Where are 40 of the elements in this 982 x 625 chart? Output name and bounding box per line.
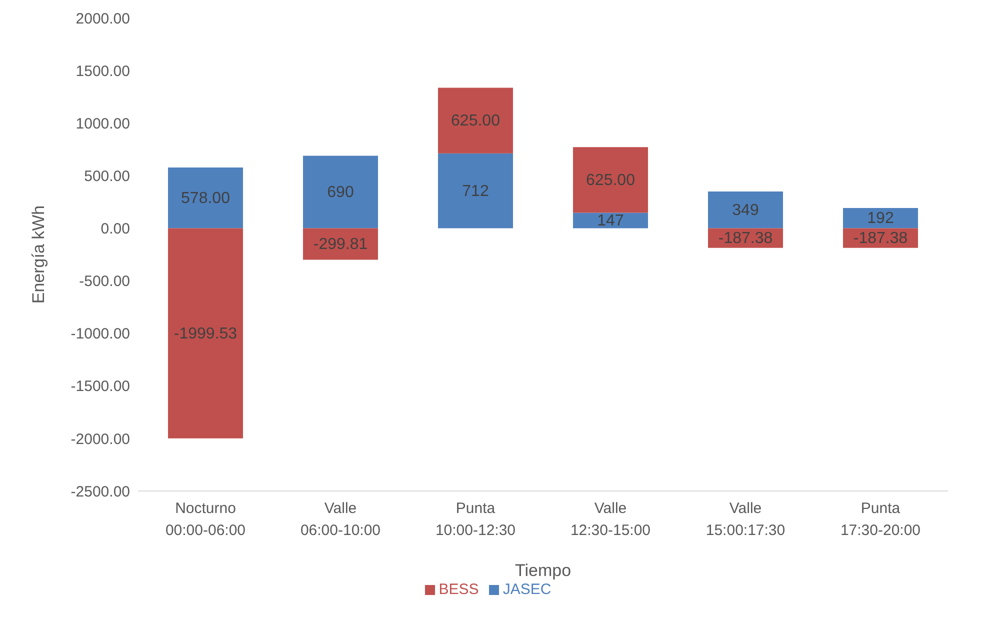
x-tick-label: Valle 15:00:17:30 <box>706 500 786 539</box>
bar <box>438 88 513 154</box>
data-label: 192 <box>867 210 894 228</box>
data-label: 349 <box>732 202 759 219</box>
bar <box>168 167 243 228</box>
y-tick-label: -1000.00 <box>70 326 130 343</box>
y-tick-label: 2000.00 <box>76 10 130 28</box>
y-tick-label: -500.00 <box>79 273 130 290</box>
data-label: 712 <box>462 182 489 200</box>
x-tick-label: Nocturno 00:00-06:00 <box>165 500 246 539</box>
legend-label: JASEC <box>502 581 552 598</box>
data-label: 578.00 <box>181 190 230 207</box>
data-label: 625.00 <box>451 112 500 130</box>
legend-label: BESS <box>438 581 479 598</box>
y-tick-label: -2500.00 <box>70 483 130 500</box>
x-tick-label: Punta 17:30-20:00 <box>840 500 921 539</box>
data-label: 147 <box>597 212 624 230</box>
bar <box>573 147 648 213</box>
data-label: -187.38 <box>718 230 773 248</box>
bar <box>438 153 513 228</box>
bar <box>708 192 783 228</box>
bar <box>168 228 243 438</box>
data-label: 690 <box>327 184 354 201</box>
data-label: -299.81 <box>313 236 368 253</box>
data-label: -1999.53 <box>174 325 238 342</box>
y-tick-label: -1500.00 <box>70 378 130 396</box>
y-axis-title: Energía kWh <box>29 205 48 304</box>
y-tick-label: -2000.00 <box>70 430 130 448</box>
data-label: 625.00 <box>586 172 636 189</box>
y-tick-label: 1000.00 <box>76 115 130 132</box>
bar <box>303 156 378 228</box>
x-tick-label: Valle 12:30-15:00 <box>570 500 651 539</box>
data-label: -187.38 <box>853 230 908 248</box>
bar <box>843 208 918 228</box>
y-tick-label: 1500.00 <box>76 62 130 80</box>
x-tick-label: Punta 10:00-12:30 <box>435 500 516 539</box>
x-axis-title: Tiempo <box>514 561 572 580</box>
y-tick-label: 0.00 <box>100 220 130 238</box>
x-tick-label: Valle 06:00-10:00 <box>300 500 381 539</box>
y-tick-label: 500.00 <box>84 168 130 185</box>
